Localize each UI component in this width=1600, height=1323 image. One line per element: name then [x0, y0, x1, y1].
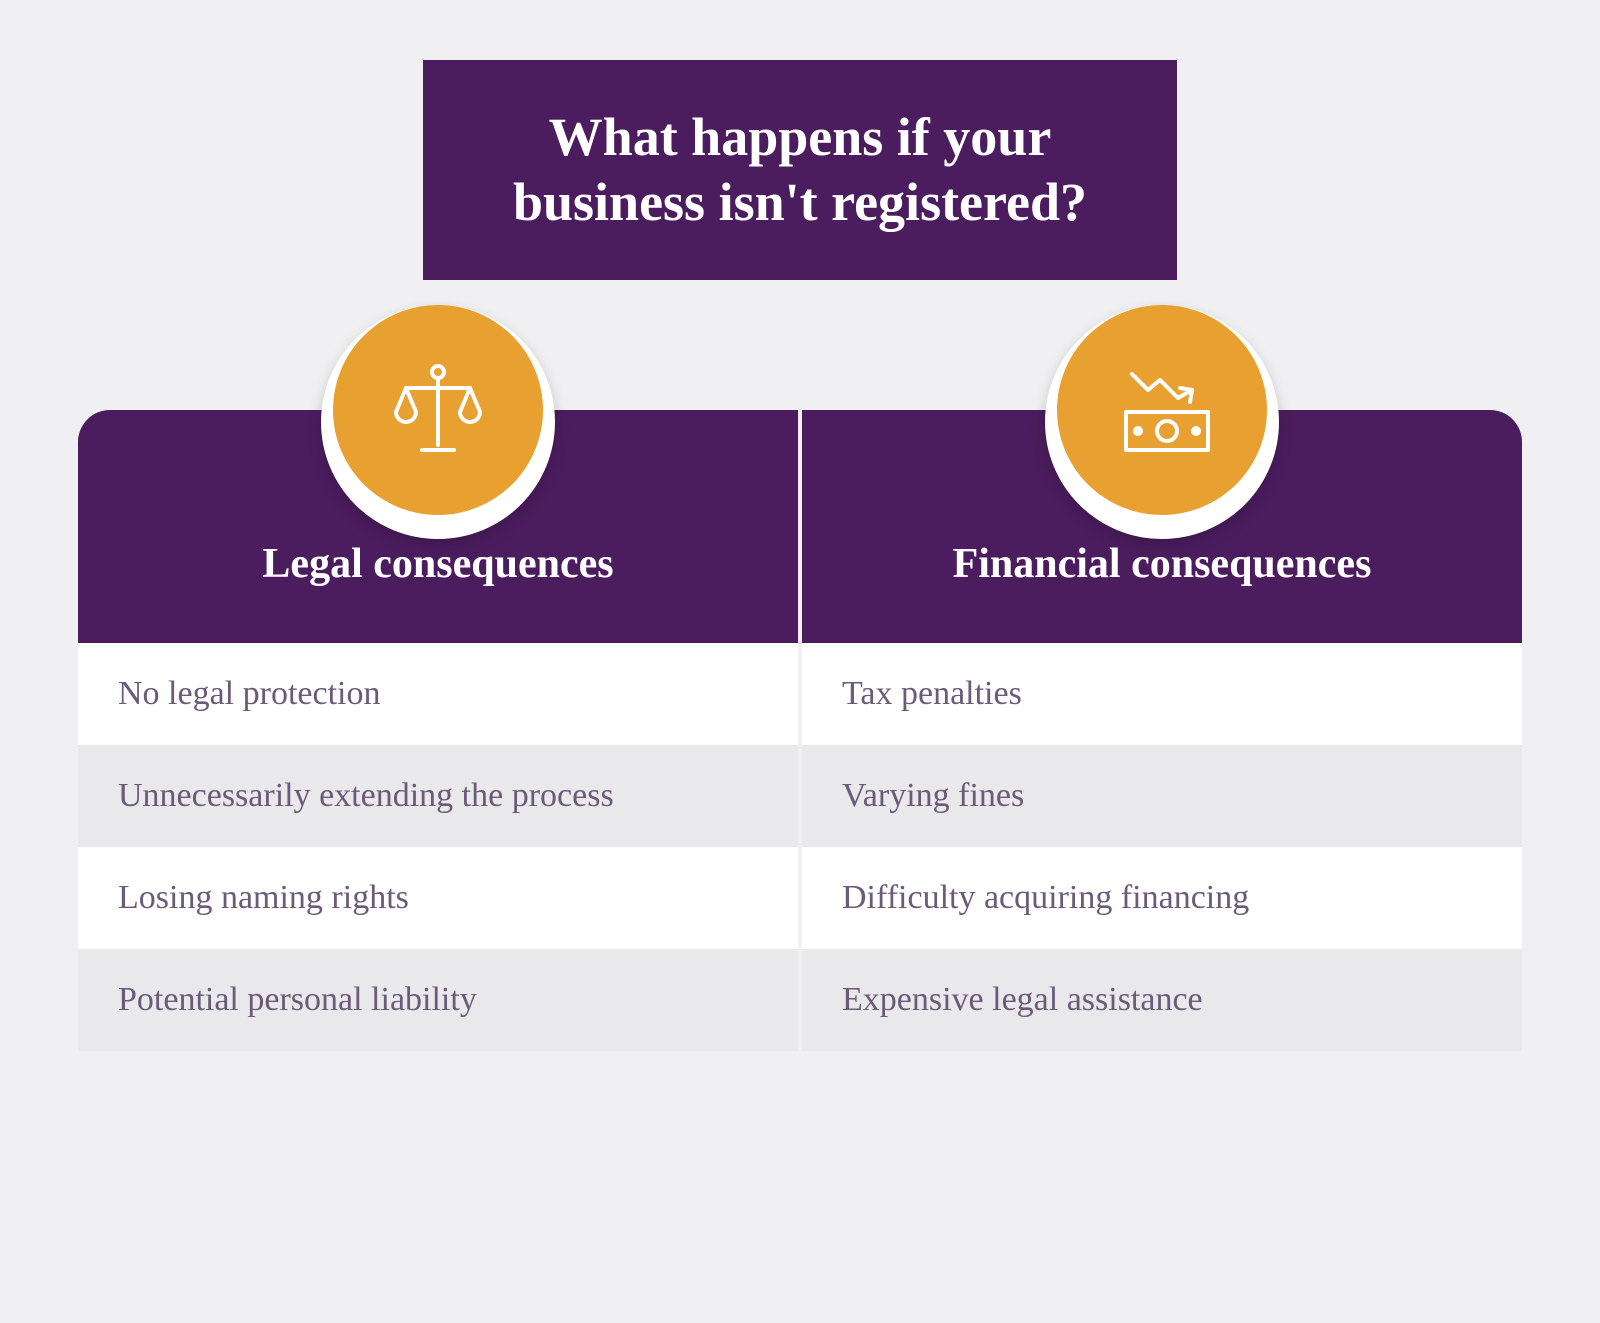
list-item: Expensive legal assistance — [802, 949, 1522, 1051]
title-line-2: business isn't registered? — [513, 170, 1087, 235]
list-item: Difficulty acquiring financing — [802, 847, 1522, 949]
title-line-1: What happens if your — [513, 105, 1087, 170]
scales-icon — [378, 350, 498, 470]
icon-circle-legal — [333, 305, 543, 515]
list-item: Varying fines — [802, 745, 1522, 847]
column-legal: Legal consequences No legal protection U… — [78, 410, 798, 1051]
column-financial: Financial consequences Tax penalties Var… — [802, 410, 1522, 1051]
list-item: Potential personal liability — [78, 949, 798, 1051]
list-item: Unnecessarily extending the process — [78, 745, 798, 847]
list-item: No legal protection — [78, 643, 798, 745]
list-item: Losing naming rights — [78, 847, 798, 949]
title-box: What happens if your business isn't regi… — [423, 60, 1177, 280]
icon-circle-financial — [1057, 305, 1267, 515]
list-item: Tax penalties — [802, 643, 1522, 745]
money-down-icon — [1102, 350, 1222, 470]
columns-container: Legal consequences No legal protection U… — [50, 410, 1550, 1051]
